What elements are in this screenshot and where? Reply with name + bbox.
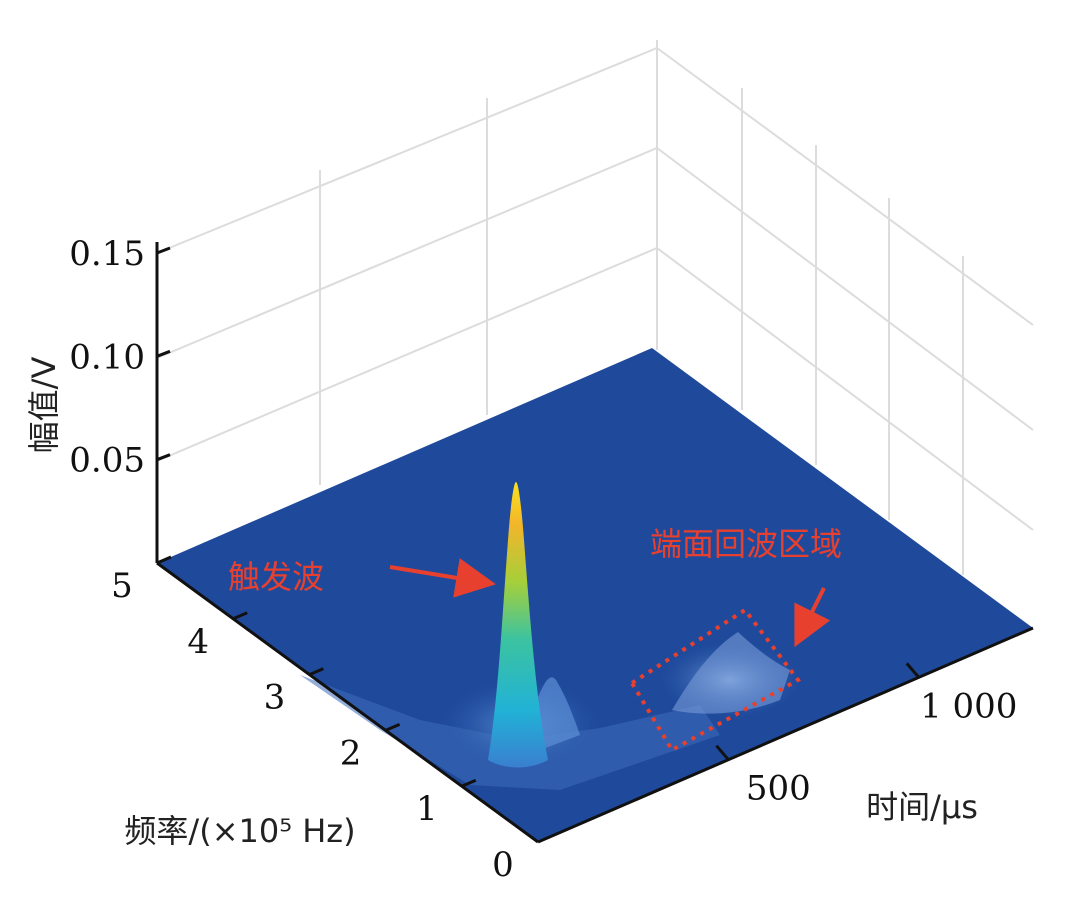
- surface-ridge: [300, 675, 720, 790]
- y-tick-label: 4: [187, 622, 209, 662]
- grid-lines: [156, 40, 1034, 575]
- z-tick-mark: [156, 349, 171, 358]
- x-tick-mark: [905, 662, 920, 679]
- y-tick-label: 5: [111, 566, 133, 606]
- x-tick-label: 1 000: [920, 686, 1017, 726]
- x-tick-mark: [715, 744, 730, 761]
- z-tick-label: 0.15: [69, 234, 145, 274]
- y-tick-label: 1: [416, 789, 438, 829]
- z-tick-mark: [156, 246, 171, 255]
- x-tick-label: 500: [746, 769, 811, 809]
- y-tick-label: 0: [492, 845, 514, 885]
- x-axis-line: [537, 626, 1034, 844]
- z-tick-label: 0.10: [69, 337, 145, 377]
- y-tick-mark: [385, 723, 401, 732]
- y-tick-label: 3: [264, 678, 286, 718]
- y-axis-line: [156, 561, 539, 844]
- y-tick-mark: [308, 667, 324, 676]
- echo-annotation-label: 端面回波区域: [650, 525, 842, 563]
- y-tick-mark: [461, 778, 477, 788]
- y-tick-mark: [156, 555, 172, 565]
- x-axis-title: 时间/μs: [866, 788, 978, 826]
- axes: [155, 242, 1034, 844]
- z-tick-mark: [156, 453, 171, 462]
- y-tick-label: 2: [340, 733, 362, 773]
- trigger-annotation-label: 触发波: [228, 558, 324, 596]
- ticks: 0 1 2 3 4 5 500 1 000 0.05 0.10 0.15: [69, 234, 1017, 885]
- trigger-annotation-arrow: [389, 558, 496, 598]
- echo-region-box: [629, 607, 801, 753]
- z-tick-label: 0.05: [69, 441, 145, 481]
- echo-annotation-arrow: [794, 587, 831, 648]
- annotations: 触发波 端面回波区域: [228, 525, 842, 753]
- echo-bump-ridge: [672, 632, 790, 714]
- trigger-peak: [488, 482, 548, 768]
- y-tick-mark: [232, 611, 248, 621]
- z-axis-title: 幅值/V: [25, 357, 63, 454]
- surface-plot: [157, 348, 1033, 842]
- y-axis-title: 频率/(×10⁵ Hz): [124, 812, 355, 850]
